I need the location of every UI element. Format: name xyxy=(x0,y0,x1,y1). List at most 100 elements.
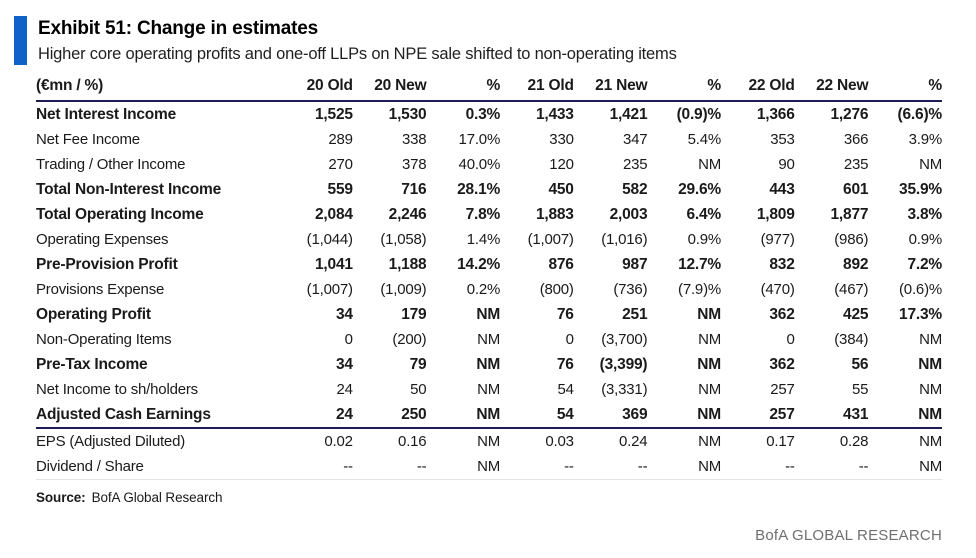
cell-value: (3,700) xyxy=(601,331,648,349)
cell-value: -- xyxy=(794,454,868,481)
row-label: Provisions Expense xyxy=(36,281,165,299)
cell-value: NM xyxy=(697,305,722,323)
cell-value: -- xyxy=(279,454,353,481)
cell-value: NM xyxy=(697,355,722,373)
header-text: Exhibit 51: Change in estimates Higher c… xyxy=(38,16,677,65)
column-header: 21 New xyxy=(573,75,648,103)
table-row: Net Interest Income 1,525 1,530 0.3% 1,433 1,… xyxy=(36,101,942,127)
brand-footer: BofA GLOBAL RESEARCH xyxy=(755,527,942,544)
cell-value: 76 xyxy=(556,305,574,323)
cell-value: (384) xyxy=(834,331,869,349)
cell-value: NM xyxy=(919,156,942,174)
cell-value: NM xyxy=(426,454,500,481)
row-label: Total Non-Interest Income xyxy=(36,180,222,198)
table-row: Net Fee Income 289 338 17.0% 330 347 5.4% 353 36… xyxy=(36,127,942,152)
cell-value: 338 xyxy=(402,131,427,149)
cell-value: 0.17 xyxy=(766,433,795,451)
cell-value: 40.0% xyxy=(458,156,501,174)
cell-value: 0.24 xyxy=(618,433,648,451)
cell-value: 250 xyxy=(352,402,427,430)
cell-value: 362 xyxy=(769,305,795,323)
cell-value: (0.6)% xyxy=(899,281,942,299)
source-text: BofA Global Research xyxy=(91,490,223,506)
cell-value: 1,883 xyxy=(535,205,574,223)
cell-value: 832 xyxy=(769,255,795,273)
cell-value: (986) xyxy=(834,231,869,249)
column-header: % xyxy=(647,75,721,103)
cell-value: 17.0% xyxy=(458,131,501,149)
cell-value: 6.4% xyxy=(686,205,722,223)
cell-value: 7.8% xyxy=(465,205,501,223)
cell-value: 353 xyxy=(770,131,795,149)
cell-value: 1,877 xyxy=(830,205,869,223)
exhibit-number: Exhibit 51: xyxy=(38,18,132,39)
cell-value: 2,246 xyxy=(388,205,427,223)
cell-value: (1,009) xyxy=(380,281,427,299)
cell-value: NM xyxy=(647,402,721,430)
cell-value: -- xyxy=(500,454,574,481)
cell-value: NM xyxy=(919,433,942,451)
table-row: Pre-Tax Income 34 79 NM 76 (3,399) NM 362 56 NM xyxy=(36,352,942,377)
cell-value: 120 xyxy=(549,156,574,174)
cell-value: (1,007) xyxy=(306,281,353,299)
cell-value: NM xyxy=(868,402,942,430)
table-row: Provisions Expense (1,007) (1,009) 0.2% (800… xyxy=(36,277,942,302)
column-header: % xyxy=(426,75,500,103)
cell-value: 366 xyxy=(843,131,869,149)
cell-value: 716 xyxy=(401,180,427,198)
cell-value: (977) xyxy=(760,231,795,249)
cell-value: 559 xyxy=(327,180,353,198)
row-label: Operating Profit xyxy=(36,305,151,323)
cell-value: 56 xyxy=(851,355,869,373)
table-header-row: (€mn / %) 20 Old 20 New% 21 Old 21 New% 22 Ol… xyxy=(36,75,942,103)
cell-value: 24 xyxy=(279,402,353,430)
exhibit-title: Exhibit 51: Change in estimates xyxy=(38,17,677,41)
cell-value: (200) xyxy=(392,331,427,349)
row-label: Total Operating Income xyxy=(36,205,204,223)
cell-value: 179 xyxy=(401,305,427,323)
cell-value: 1,188 xyxy=(388,255,427,273)
cell-value: NM xyxy=(698,156,722,174)
cell-value: NM xyxy=(698,433,722,451)
cell-value: (1,058) xyxy=(380,231,427,249)
column-header: 22 Old xyxy=(721,75,795,103)
cell-value: 0.03 xyxy=(545,433,574,451)
cell-value: 79 xyxy=(409,355,427,373)
cell-value: (6.6)% xyxy=(897,105,943,123)
cell-value: 0.9% xyxy=(687,231,722,249)
cell-value: (736) xyxy=(613,281,648,299)
cell-value: 450 xyxy=(548,180,574,198)
cell-value: (1,016) xyxy=(601,231,648,249)
table-row: Operating Expenses (1,044) (1,058) 1.4% (1,0… xyxy=(36,227,942,252)
cell-value: -- xyxy=(352,454,427,481)
cell-value: 1,041 xyxy=(315,255,353,273)
cell-value: 330 xyxy=(549,131,574,149)
cell-value: 235 xyxy=(843,156,869,174)
table-row: Non-Operating Items 0 (200) NM 0 (3,700) NM 0 (3… xyxy=(36,327,942,352)
cell-value: NM xyxy=(476,355,501,373)
table-row: EPS (Adjusted Diluted) 0.02 0.16 NM 0.03 0.24… xyxy=(36,428,942,454)
cell-value: 443 xyxy=(769,180,795,198)
cell-value: (7.9)% xyxy=(678,281,722,299)
cell-value: 28.1% xyxy=(457,180,501,198)
cell-value: NM xyxy=(477,331,501,349)
row-label: Trading / Other Income xyxy=(36,156,186,174)
cell-value: 0.16 xyxy=(398,433,427,451)
cell-value: (470) xyxy=(760,281,795,299)
table-row: Pre-Provision Profit 1,041 1,188 14.2% 876 98… xyxy=(36,252,942,277)
cell-value: -- xyxy=(721,454,795,481)
cell-value: NM xyxy=(868,454,942,481)
cell-value: NM xyxy=(918,355,942,373)
column-header: 20 Old xyxy=(279,75,353,103)
cell-value: -- xyxy=(573,454,648,481)
estimates-table: (€mn / %) 20 Old 20 New% 21 Old 21 New% 22 Ol… xyxy=(36,75,942,481)
cell-value: 0.9% xyxy=(908,231,943,249)
cell-value: 50 xyxy=(410,381,427,399)
cell-value: 369 xyxy=(573,402,648,430)
cell-value: 54 xyxy=(557,381,574,399)
row-label: Dividend / Share xyxy=(36,454,280,481)
cell-value: 1,809 xyxy=(756,205,795,223)
cell-value: 1,525 xyxy=(315,105,353,123)
cell-value: 3.9% xyxy=(908,131,943,149)
column-header: 21 Old xyxy=(500,75,574,103)
